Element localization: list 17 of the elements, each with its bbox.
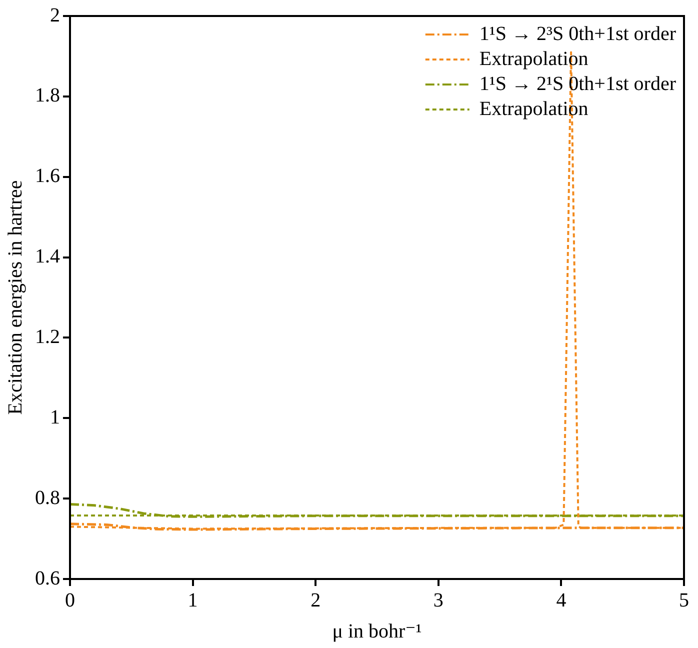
y-tick-label: 2 [50, 4, 60, 26]
y-tick-label: 1.6 [35, 165, 60, 188]
y-tick-label: 0.6 [35, 567, 60, 590]
x-tick-label: 4 [556, 589, 566, 612]
legend-label: 1¹S → 2³S 0th+1st order [479, 22, 676, 45]
y-tick-label: 0.8 [35, 486, 60, 509]
x-tick-label: 2 [310, 589, 321, 612]
y-axis-title: Excitation energies in hartree [4, 180, 26, 415]
x-tick-label: 0 [65, 589, 75, 612]
y-tick-label: 1 [50, 406, 60, 428]
x-axis-title: μ in bohr⁻¹ [332, 620, 422, 642]
x-tick-label: 1 [188, 589, 198, 612]
x-tick-label: 5 [679, 589, 689, 612]
y-tick-label: 1.4 [35, 246, 60, 268]
y-tick-label: 1.8 [35, 84, 60, 107]
y-tick-label: 1.2 [35, 326, 60, 348]
x-tick-label: 3 [433, 589, 444, 612]
